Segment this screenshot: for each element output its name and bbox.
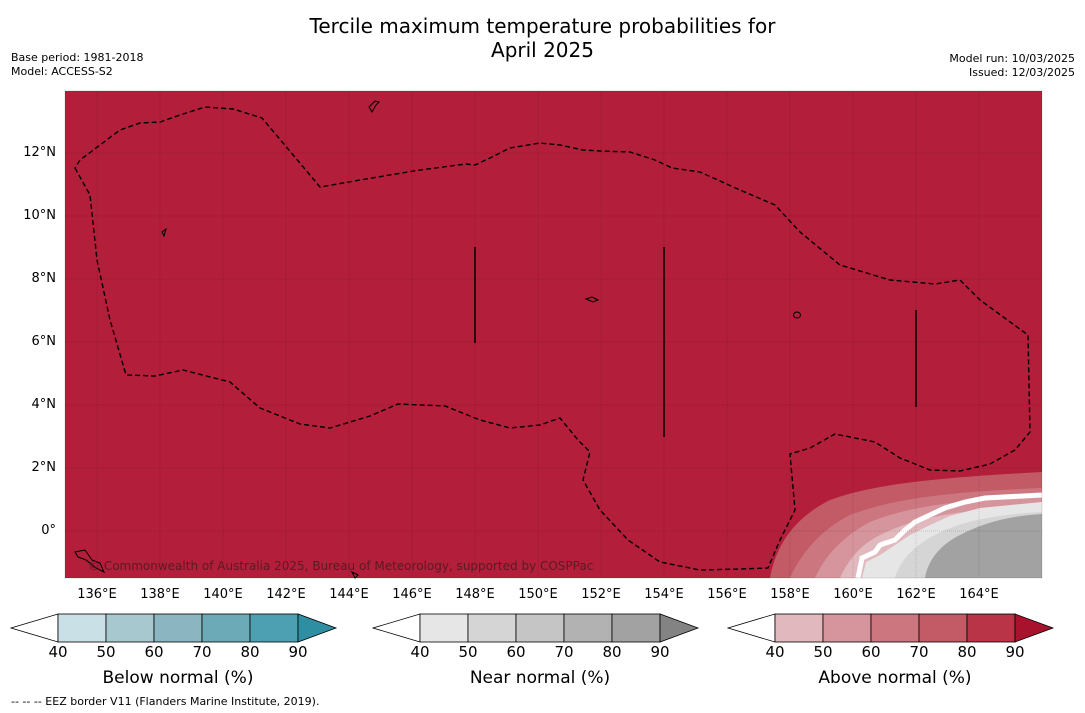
colorbar-low-extension — [10, 613, 59, 643]
lat-tick-label: 6°N — [31, 334, 57, 349]
colorbar-segment — [774, 613, 824, 643]
lon-tick-label: 152°E — [581, 587, 621, 602]
lat-tick-label: 12°N — [23, 145, 56, 160]
colorbar-segment — [966, 613, 1016, 643]
white-contour — [855, 492, 1043, 579]
colorbar-tick-label: 60 — [506, 643, 526, 661]
colorbar-segment — [467, 613, 517, 643]
colorbar-tick-label: 50 — [96, 643, 116, 661]
meta-right: Model run: 10/03/2025 Issued: 12/03/2025 — [949, 52, 1075, 80]
colorbar-segment — [918, 613, 968, 643]
colorbar-tick-label: 40 — [410, 643, 430, 661]
above-normal-colorbar — [727, 613, 1055, 643]
near-normal-80 — [925, 514, 1042, 578]
colorbar-segment — [419, 613, 469, 643]
colorbar-tick-label: 80 — [602, 643, 622, 661]
eez-border — [74, 106, 1031, 571]
lon-tick-label: 160°E — [833, 587, 873, 602]
lat-tick-label: 4°N — [31, 397, 57, 412]
colorbar-tick-label: 50 — [458, 643, 478, 661]
colorbar-tick-label: 40 — [765, 643, 785, 661]
title-line-2: April 2025 — [491, 38, 594, 62]
colorbar-low-extension — [727, 613, 776, 643]
colorbar-tick-label: 90 — [288, 643, 308, 661]
issued-label: Issued: 12/03/2025 — [968, 66, 1075, 79]
lon-tick-label: 138°E — [140, 587, 180, 602]
lat-tick-label: 8°N — [31, 271, 57, 286]
colorbar-high-extension — [1014, 613, 1055, 643]
lon-tick-label: 144°E — [329, 587, 369, 602]
lon-tick-label: 154°E — [644, 587, 684, 602]
colorbar-tick-label: 90 — [650, 643, 670, 661]
graticule — [65, 91, 1042, 578]
colorbar-tick-label: 70 — [192, 643, 212, 661]
colorbar-high-extension — [659, 613, 700, 643]
colorbar-segment — [870, 613, 920, 643]
colorbar-tick-label: 80 — [957, 643, 977, 661]
southeast-probability-bands — [770, 472, 1043, 579]
lat-tick-label: 10°N — [23, 208, 56, 223]
meta-left: Base period: 1981-2018 Model: ACCESS-S2 — [11, 51, 143, 79]
colorbar-segment — [153, 613, 203, 643]
lon-tick-label: 140°E — [203, 587, 243, 602]
map-frame — [64, 90, 1043, 579]
lon-tick-label: 164°E — [959, 587, 999, 602]
colorbar-segment — [249, 613, 299, 643]
lat-tick-label: 2°N — [31, 460, 57, 475]
colorbar-label: Below normal (%) — [102, 668, 254, 688]
base-period-label: Base period: 1981-2018 — [11, 51, 144, 64]
colorbar-tick-label: 90 — [1005, 643, 1025, 661]
islands — [74, 100, 801, 579]
colorbar-tick-label: 70 — [554, 643, 574, 661]
colorbar-segment — [105, 613, 155, 643]
model-label: Model: ACCESS-S2 — [11, 65, 113, 78]
map-title: Tercile maximum temperature probabilitie… — [0, 14, 1085, 62]
lon-tick-label: 156°E — [707, 587, 747, 602]
near-normal-colorbar — [372, 613, 700, 643]
colorbar-label: Near normal (%) — [469, 668, 611, 688]
lon-tick-label: 148°E — [455, 587, 495, 602]
colorbar-segment — [201, 613, 251, 643]
colorbar-segment — [611, 613, 661, 643]
copyright-notice: © Commonwealth of Australia 2025, Bureau… — [88, 559, 594, 573]
colorbar-segment — [563, 613, 613, 643]
colorbar-tick-label: 60 — [144, 643, 164, 661]
colorbar-tick-label: 50 — [813, 643, 833, 661]
lon-tick-label: 162°E — [896, 587, 936, 602]
colorbar-tick-label: 60 — [861, 643, 881, 661]
lon-tick-label: 146°E — [392, 587, 432, 602]
lon-tick-label: 158°E — [770, 587, 810, 602]
model-run-label: Model run: 10/03/2025 — [949, 52, 1075, 65]
title-line-1: Tercile maximum temperature probabilitie… — [309, 14, 776, 38]
colorbar-segment — [515, 613, 565, 643]
lon-tick-label: 142°E — [266, 587, 306, 602]
colorbar-tick-label: 70 — [909, 643, 929, 661]
colorbar-label: Above normal (%) — [818, 668, 972, 688]
colorbar-segment — [57, 613, 107, 643]
colorbar-high-extension — [297, 613, 338, 643]
lon-tick-label: 136°E — [77, 587, 117, 602]
lat-tick-label: 0° — [41, 523, 56, 538]
lon-tick-label: 150°E — [518, 587, 558, 602]
colorbar-tick-label: 80 — [240, 643, 260, 661]
colorbar-segment — [822, 613, 872, 643]
colorbar-low-extension — [372, 613, 421, 643]
colorbar-tick-label: 40 — [48, 643, 68, 661]
footer-note: -- -- -- EEZ border V11 (Flanders Marine… — [11, 695, 320, 708]
below-normal-colorbar — [10, 613, 338, 643]
